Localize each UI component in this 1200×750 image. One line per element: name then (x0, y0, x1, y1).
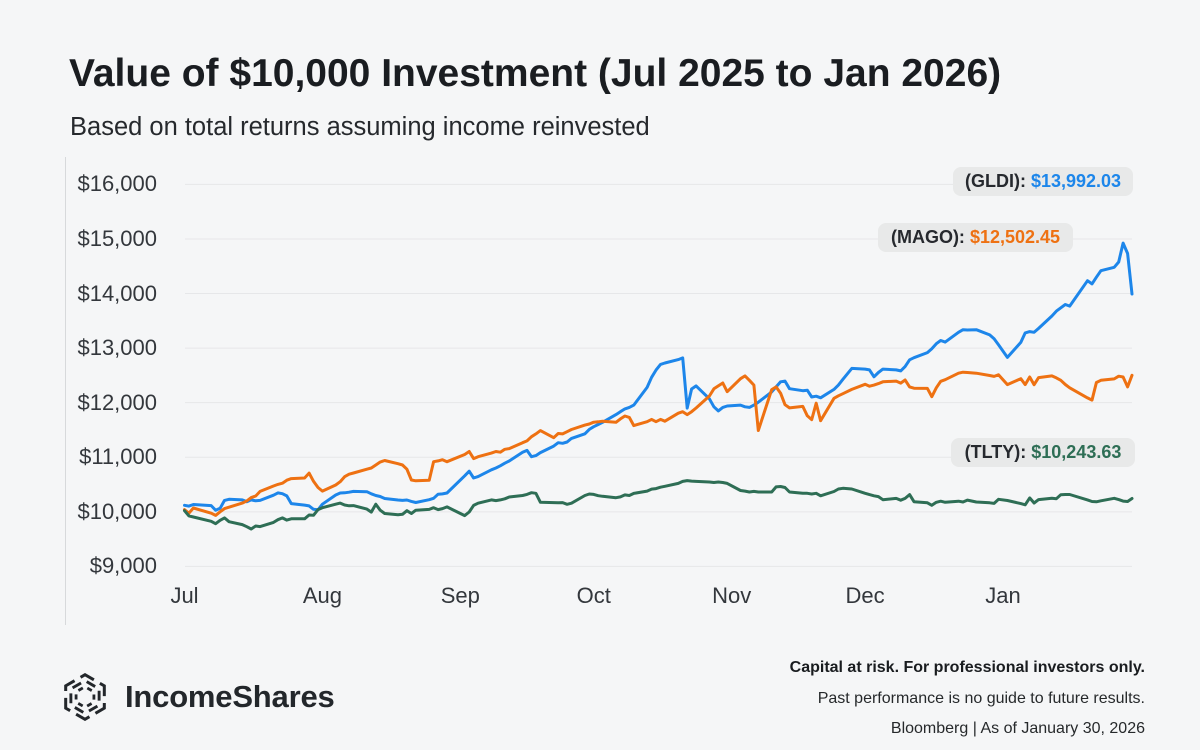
series-line-gldi (183, 241, 1134, 512)
footer-source-date: Bloomberg | As of January 30, 2026 (890, 720, 1145, 737)
series-label-mago-value: $12,502.45 (964, 227, 1061, 247)
series-label-tlty: (TLTY): $10,243.63 (951, 438, 1135, 467)
series-label-gldi-value: $13,992.03 (1025, 171, 1122, 191)
y-tick-label: $10,000 (77, 498, 157, 524)
x-tick-label: Jan (985, 582, 1021, 608)
logo-hex-ring (64, 673, 106, 721)
chart-title: Value of $10,000 Investment (Jul 2025 to… (69, 52, 1002, 95)
series-label-mago: (MAGO): $12,502.45 (878, 223, 1073, 252)
series-label-tlty-name: (TLTY): (964, 442, 1027, 462)
series-label-mago-name: (MAGO): (890, 227, 965, 247)
y-tick-label: $11,000 (79, 444, 157, 470)
series-label-gldi: (GLDI): $13,992.03 (953, 167, 1133, 196)
x-tick-label: Oct (576, 582, 611, 608)
x-tick-label: Nov (712, 582, 752, 608)
y-tick-label: $9,000 (89, 553, 157, 579)
y-tick-label: $15,000 (77, 225, 157, 251)
y-tick-label: $13,000 (77, 335, 157, 361)
series-label-gldi-name: (GLDI): (964, 171, 1026, 191)
series-label-tlty-value: $10,243.63 (1026, 442, 1122, 462)
footer-disclaimer: Capital at risk. For professional invest… (790, 653, 1145, 745)
series-line-tlty (183, 479, 1134, 531)
y-tick-label: $14,000 (77, 280, 157, 306)
footer-past-performance: Past performance is no guide to future r… (817, 689, 1145, 707)
y-tick-label: $12,000 (77, 389, 157, 415)
brand-lockup: IncomeShares (61, 673, 335, 721)
brand-name: IncomeShares (125, 679, 335, 714)
y-tick-label: $16,000 (77, 171, 157, 197)
incomeshares-logo-icon (64, 673, 106, 721)
footer-risk-warning: Capital at risk. For professional invest… (789, 659, 1145, 676)
logo-hex-ring (74, 685, 96, 709)
x-tick-label: Jul (170, 582, 199, 608)
x-tick-label: Dec (845, 582, 885, 608)
x-tick-label: Sep (440, 582, 480, 608)
x-tick-label: Aug (302, 582, 342, 608)
chart-subtitle: Based on total returns assuming income r… (70, 113, 650, 141)
series-line-mago (183, 370, 1134, 517)
